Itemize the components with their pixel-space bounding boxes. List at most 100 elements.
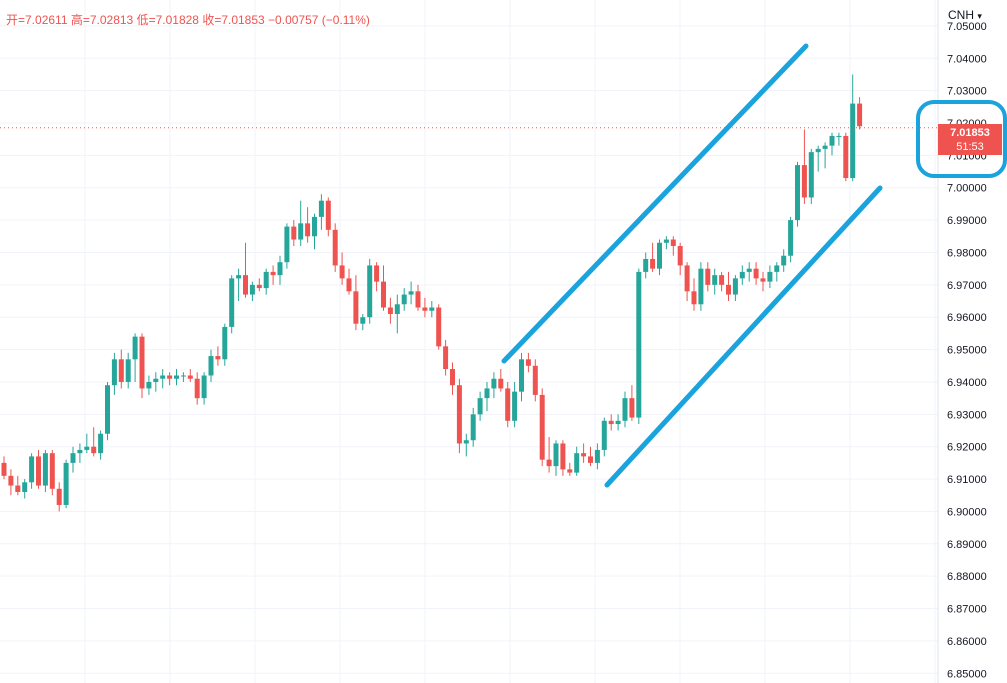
candle-up: [201, 375, 207, 399]
candle-down: [387, 307, 393, 314]
candle-up: [574, 453, 580, 473]
candle-down: [705, 268, 711, 285]
candle-up: [174, 375, 179, 379]
candle-down: [608, 420, 614, 425]
candle-down: [291, 226, 297, 240]
candle-down: [691, 291, 697, 305]
price-tick-label: 6.88000: [947, 571, 987, 583]
candle-down: [243, 275, 248, 295]
last-price-badge: 7.01853 51:53: [938, 124, 1002, 155]
candle-up: [84, 446, 90, 450]
candle-up: [98, 433, 104, 454]
candle-down: [650, 258, 656, 269]
candle-down: [422, 307, 428, 311]
candle-down: [91, 446, 97, 454]
price-tick-label: 6.90000: [947, 506, 987, 518]
candle-up: [470, 414, 476, 441]
candle-down: [546, 459, 552, 467]
candle-down: [305, 223, 311, 237]
candle-up: [236, 275, 242, 279]
chevron-down-icon: ▾: [977, 11, 982, 21]
candle-down: [139, 336, 145, 389]
candle-up: [160, 375, 166, 379]
candle-down: [801, 165, 807, 198]
candle-down: [726, 284, 731, 295]
price-tick-label: 7.03000: [947, 86, 987, 98]
candle-up: [229, 278, 235, 327]
candle-up: [636, 271, 642, 418]
candle-down: [215, 356, 221, 360]
candle-up: [663, 239, 669, 243]
price-axis-ticks: 7.050007.040007.030007.020007.010007.000…: [947, 21, 987, 680]
price-tick-label: 6.95000: [947, 345, 987, 357]
candle-up: [698, 268, 704, 305]
candle-up: [298, 223, 304, 240]
candle-up: [249, 284, 255, 295]
close-value: 收=7.01853: [202, 13, 265, 27]
candle-down: [588, 456, 593, 463]
candle-down: [532, 365, 538, 395]
price-tick-label: 7.04000: [947, 53, 987, 65]
candle-up: [208, 356, 214, 376]
candle-up: [70, 453, 76, 463]
candle-up: [408, 291, 414, 295]
candle-up: [180, 375, 186, 377]
candle-up: [29, 456, 35, 483]
candle-up: [512, 391, 518, 421]
candle-up: [111, 359, 117, 386]
price-tick-label: 6.89000: [947, 539, 987, 551]
candle-up: [146, 381, 152, 389]
candle-down: [760, 278, 766, 282]
candle-down: [381, 281, 386, 308]
candle-down: [753, 268, 759, 279]
candle-up: [491, 378, 497, 389]
candle-down: [670, 239, 676, 247]
candle-down: [8, 475, 14, 486]
candle-up: [463, 440, 469, 444]
candle-up: [484, 388, 490, 399]
candle-up: [594, 449, 600, 463]
price-tick-label: 6.86000: [947, 636, 987, 648]
price-tick-label: 6.94000: [947, 377, 987, 389]
candle-down: [567, 469, 573, 473]
candle-up: [125, 359, 131, 382]
candle-down: [49, 453, 55, 489]
price-highlight-box: [916, 100, 1007, 178]
candle-up: [132, 336, 138, 360]
candle-down: [450, 369, 455, 386]
currency-label: CNH: [948, 8, 974, 22]
candle-up: [153, 378, 159, 382]
price-tick-label: 6.96000: [947, 312, 987, 324]
candle-up: [822, 145, 828, 149]
candle-up: [42, 453, 48, 486]
price-tick-label: 7.00000: [947, 183, 987, 195]
trend-channel: [501, 43, 883, 488]
candle-down: [525, 359, 531, 366]
candle-up: [836, 135, 842, 137]
candle-down: [857, 103, 863, 127]
price-tick-label: 6.91000: [947, 474, 987, 486]
currency-selector[interactable]: CNH ▾: [948, 8, 982, 22]
candle-up: [22, 482, 28, 493]
candle-up: [732, 278, 738, 295]
change-value: −0.00757 (−0.11%): [268, 13, 370, 27]
price-tick-label: 6.98000: [947, 247, 987, 259]
price-tick-label: 7.05000: [947, 21, 987, 33]
candle-up: [401, 294, 407, 305]
candle-up: [850, 103, 856, 179]
candle-down: [560, 443, 566, 470]
candle-up: [263, 271, 269, 289]
candle-down: [374, 265, 380, 282]
low-value: 低=7.01828: [136, 13, 199, 27]
candle-up: [774, 265, 780, 272]
candle-down: [346, 278, 352, 292]
candle-up: [77, 449, 83, 454]
candle-up: [367, 265, 373, 318]
price-axis[interactable]: [938, 0, 1007, 683]
candle-up: [795, 165, 800, 221]
candle-up: [519, 359, 524, 392]
candle-up: [767, 271, 773, 282]
candle-down: [256, 284, 262, 289]
price-tick-label: 6.85000: [947, 668, 987, 680]
